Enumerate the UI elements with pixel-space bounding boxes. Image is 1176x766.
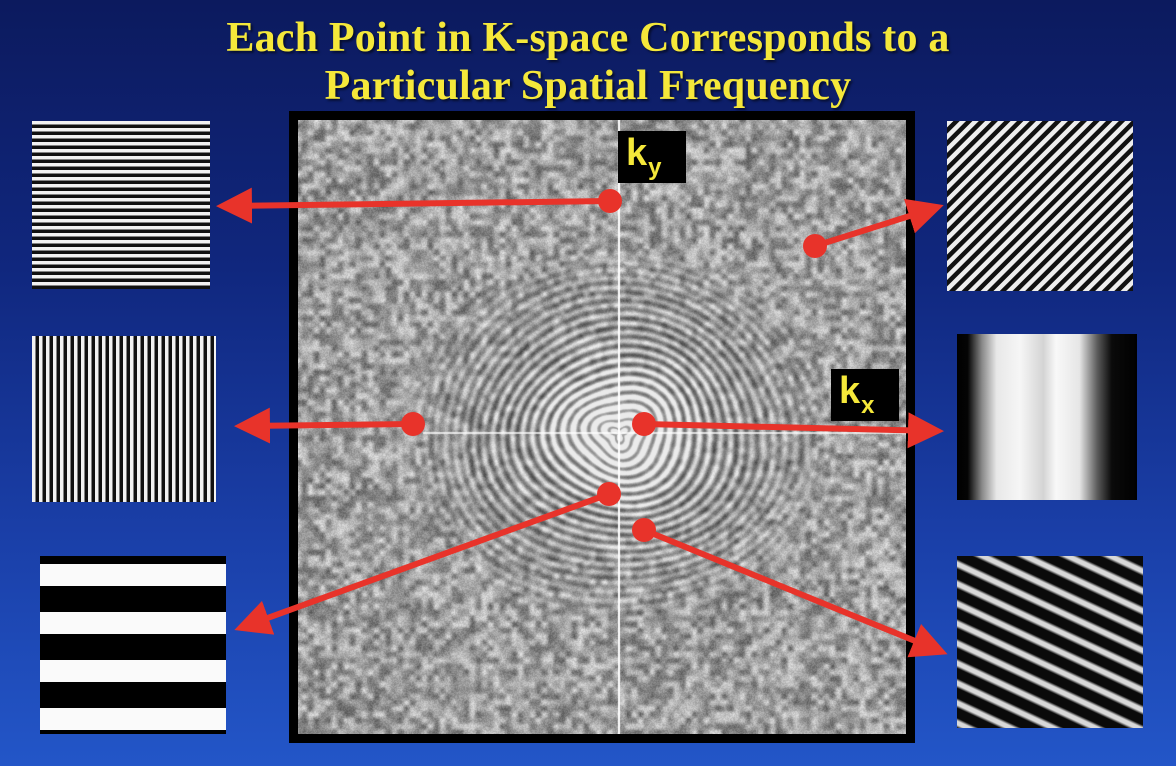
- slide-title: Each Point in K-space Corresponds to a P…: [0, 14, 1176, 110]
- kspace-image-frame: [289, 111, 915, 743]
- ky-axis-label: ky: [618, 131, 686, 183]
- pattern-vertical-low: [957, 334, 1137, 500]
- ky-sub: y: [648, 154, 662, 181]
- pattern-vertical-fine: [32, 336, 216, 502]
- pattern-horizontal-fine: [32, 121, 210, 289]
- title-line-1: Each Point in K-space Corresponds to a: [226, 15, 950, 61]
- title-line-2: Particular Spatial Frequency: [324, 63, 852, 109]
- kx-sub: x: [861, 392, 875, 419]
- pattern-horizontal-coarse: [40, 556, 226, 734]
- kspace-image: [298, 120, 906, 734]
- pattern-diagonal-fine: [947, 121, 1133, 291]
- kx-main: k: [839, 370, 861, 412]
- ky-main: k: [626, 132, 648, 174]
- pattern-diagonal-medium: [957, 556, 1143, 728]
- kx-axis-label: kx: [831, 369, 899, 421]
